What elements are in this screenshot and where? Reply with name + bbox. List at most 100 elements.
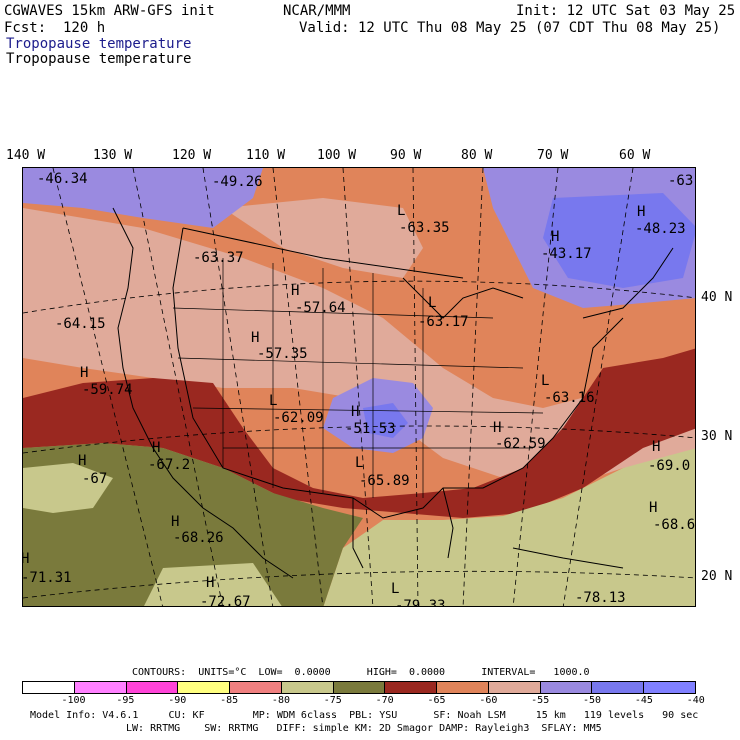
map-value-label: -68.6 [653, 517, 696, 533]
map-value-label: -62.59 [495, 436, 546, 452]
map-value-label: -59.74 [82, 382, 133, 398]
colorbar-tick-label: -80 [271, 695, 290, 706]
model-info-line-2: LW: RRTMG SW: RRTMG DIFF: simple KM: 2D … [126, 723, 602, 734]
colorbar-tick-label: -45 [634, 695, 653, 706]
map-high-marker: H [171, 514, 180, 530]
map-value-label: -46.34 [37, 171, 88, 187]
map-high-marker: H [206, 575, 215, 591]
colorbar-swatch [437, 682, 489, 693]
colorbar-swatch [644, 682, 695, 693]
shade-dark-red [23, 348, 695, 518]
map-value-label: -64.15 [55, 316, 106, 332]
contours-info: CONTOURS: UNITS=°C LOW= 0.0000 HIGH= 0.0… [132, 667, 590, 678]
shade-blue-central [363, 403, 408, 438]
state-borders [172, 258, 544, 498]
valid-time: Valid: 12 UTC Thu 08 May 25 (07 CDT Thu … [299, 20, 721, 36]
colorbar-swatch [385, 682, 438, 693]
map-value-label: -67 [82, 471, 108, 487]
colorbar-swatch [488, 682, 541, 693]
map-high-marker: H [23, 552, 29, 566]
shade-khaki-sw [144, 563, 282, 606]
map-value-label: -63.17 [418, 314, 469, 330]
map-value-label: -57.64 [295, 300, 346, 316]
forecast-hour: Fcst: 120 h [4, 20, 106, 36]
colorbar-tick-label: -60 [479, 695, 498, 706]
lat-label: 30 N [701, 429, 733, 444]
lon-label: 70 W [537, 148, 569, 163]
colorbar [22, 681, 696, 694]
graticule [23, 168, 695, 606]
map-high-marker: H [652, 439, 661, 455]
lon-label: 130 W [93, 148, 133, 163]
shade-pink-north [223, 198, 423, 278]
colorbar-tick-label: -40 [686, 695, 705, 706]
map-value-label: -43.17 [541, 246, 592, 262]
colorbar-swatch [333, 682, 386, 693]
coastlines [112, 207, 674, 579]
colorbar-tick-label: -55 [531, 695, 550, 706]
map-panel: -46.34 -49.26 L -63.35 -63 H -48.23 H -4… [22, 167, 696, 607]
map-value-label: -51.53 [345, 421, 396, 437]
temperature-field [23, 168, 695, 606]
map-low-marker: L [397, 203, 406, 219]
map-value-label: -78.13 [575, 590, 626, 606]
shade-khaki [323, 448, 695, 606]
lon-label: 90 W [390, 148, 422, 163]
lon-label: 140 W [6, 148, 46, 163]
field-title-secondary: Tropopause temperature [6, 51, 192, 67]
map-high-marker: H [152, 440, 161, 456]
map-high-marker: H [291, 283, 300, 299]
lat-label: 40 N [701, 290, 733, 305]
lon-label: 60 W [619, 148, 651, 163]
lon-label: 80 W [461, 148, 493, 163]
lon-label: 110 W [246, 148, 286, 163]
map-high-marker: H [251, 330, 260, 346]
colorbar-swatch [230, 682, 282, 693]
colorbar-tick-label: -75 [323, 695, 342, 706]
init-time: Init: 12 UTC Sat 03 May 25 [516, 3, 736, 19]
colorbar-swatch [23, 682, 75, 693]
map-value-label: -48.23 [635, 221, 686, 237]
colorbar-swatch [592, 682, 645, 693]
map-low-marker: L [428, 295, 437, 311]
colorbar-swatch [178, 682, 231, 693]
map-high-marker: H [78, 453, 87, 469]
lon-label: 120 W [172, 148, 212, 163]
map-low-marker: L [541, 373, 550, 389]
map-value-label: -63.16 [544, 390, 595, 406]
map-value-label: -72.67 [200, 594, 251, 607]
model-info-line-1: Model Info: V4.6.1 CU: KF MP: WDM 6class… [30, 710, 699, 721]
shade-blue-ne [543, 193, 695, 288]
map-value-label: -79.33 [395, 598, 446, 607]
map-value-label: -62.09 [273, 410, 324, 426]
colorbar-swatch [281, 682, 334, 693]
lat-label: 20 N [701, 569, 733, 584]
map-high-marker: H [551, 229, 560, 245]
map-low-marker: L [269, 393, 278, 409]
map-value-label: -49.26 [212, 174, 263, 190]
map-low-marker: L [355, 455, 364, 471]
field-title-primary: Tropopause temperature [6, 36, 192, 52]
map-value-label: -63 [668, 173, 694, 189]
map-high-marker: H [493, 420, 502, 436]
colorbar-swatch [540, 682, 593, 693]
lon-label: 100 W [317, 148, 357, 163]
colorbar-tick-label: -85 [220, 695, 239, 706]
colorbar-tick-label: -95 [116, 695, 135, 706]
colorbar-tick-label: -70 [375, 695, 394, 706]
map-value-label: -71.31 [22, 570, 72, 586]
map-high-marker: H [80, 365, 89, 381]
map-high-marker: H [649, 500, 658, 516]
map-value-label: -67.2 [148, 457, 191, 473]
shade-khaki-west [23, 463, 113, 513]
map-high-marker: H [637, 204, 646, 220]
colorbar-tick-label: -65 [427, 695, 446, 706]
map-value-label: -65.89 [359, 473, 410, 489]
colorbar-tick-label: -100 [61, 695, 86, 706]
shade-purple-nw [23, 168, 263, 228]
colorbar-swatch [74, 682, 127, 693]
colorbar-tick-label: -90 [168, 695, 187, 706]
shade-pink [23, 208, 695, 488]
map-value-label: -63.35 [399, 220, 450, 236]
center-name: NCAR/MMM [283, 3, 351, 19]
